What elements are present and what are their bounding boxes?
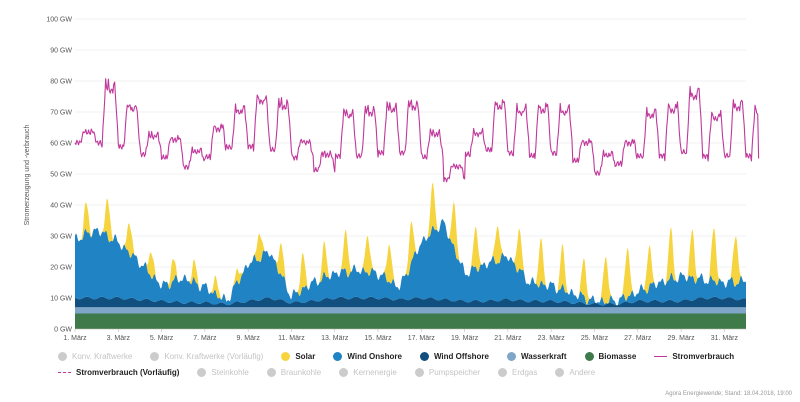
y-tick-label: 100 GW: [46, 17, 72, 24]
wind-onshore-area: [75, 219, 746, 306]
x-tick-label: 27. März: [624, 335, 652, 342]
legend-dot-icon: [266, 367, 276, 377]
legend-dot-icon: [333, 351, 343, 361]
legend-label: Erdgas: [512, 367, 538, 377]
y-tick-label: 0 GW: [54, 327, 72, 334]
legend-item[interactable]: Wind Onshore: [333, 351, 402, 361]
x-tick-label: 21. März: [494, 335, 522, 342]
legend-item[interactable]: Wasserkraft: [507, 351, 567, 361]
stromverbrauch-line: [74, 78, 760, 183]
x-tick-label: 25. März: [581, 335, 609, 342]
y-tick-label: 80 GW: [50, 79, 72, 86]
legend-item[interactable]: Pumpspeicher: [414, 367, 480, 377]
y-tick-label: 20 GW: [50, 265, 72, 272]
legend-label: Konv. Kraftwerke (Vorläufig): [164, 351, 264, 361]
x-tick-label: 11. März: [278, 335, 305, 342]
legend-label: Biomasse: [598, 351, 637, 361]
legend-label: Steinkohle: [211, 367, 249, 377]
legend-dot-icon: [498, 367, 507, 377]
legend-label: Stromverbrauch: [672, 351, 735, 361]
x-tick-label: 23. März: [538, 335, 566, 342]
legend-label: Solar: [295, 351, 316, 361]
x-tick-label: 31. März: [711, 335, 739, 342]
legend-row-2: Stromverbrauch (Vorläufig) Steinkohle Brau…: [58, 364, 778, 380]
y-tick-label: 30 GW: [50, 234, 72, 241]
legend-line-icon: [58, 371, 71, 373]
legend-item[interactable]: Braunkohle: [266, 367, 322, 377]
solar-area: [75, 182, 746, 306]
legend-dot-icon: [281, 351, 291, 361]
legend-dot-icon: [339, 367, 349, 377]
legend-line-icon: [654, 355, 668, 357]
legend-label: Wasserkraft: [521, 351, 567, 361]
legend-label: Kernenergie: [353, 367, 397, 377]
legend-label: Andere: [569, 367, 596, 377]
legend-item[interactable]: Kernenergie: [339, 367, 397, 377]
legend-label: Wind Onshore: [347, 351, 402, 361]
wind-offshore-area: [75, 296, 746, 308]
y-tick-label: 10 GW: [50, 296, 72, 303]
wasserkraft-area: [75, 307, 746, 314]
y-tick-label: 60 GW: [50, 141, 72, 148]
stacked-areas: [75, 182, 746, 329]
legend-item[interactable]: Wind Offshore: [419, 351, 489, 361]
legend-label: Stromverbrauch (Vorläufig): [76, 367, 180, 377]
y-tick-label: 40 GW: [50, 203, 72, 210]
chart-legend: Konv. Kraftwerke Konv. Kraftwerke (Vorläu…: [58, 348, 778, 380]
legend-dot-icon: [414, 367, 424, 377]
x-tick-label: 3. März: [107, 335, 131, 342]
legend-label: Konv. Kraftwerke: [72, 351, 133, 361]
x-tick-label: 19. März: [451, 335, 479, 342]
y-axis-ticks: 0 GW 10 GW 20 GW 30 GW 40 GW 50 GW 60 GW 70 GW 8…: [46, 17, 72, 334]
legend-item[interactable]: Konv. Kraftwerke: [58, 351, 133, 361]
x-tick-label: 7. März: [193, 335, 217, 342]
x-tick-label: 5. März: [150, 335, 174, 342]
x-tick-label: 15. März: [364, 335, 392, 342]
legend-item[interactable]: Biomasse: [584, 351, 637, 361]
y-tick-label: 70 GW: [50, 110, 72, 117]
legend-dot-icon: [58, 351, 67, 361]
x-tick-label: 17. März: [408, 335, 436, 342]
x-tick-label: 13. März: [321, 335, 349, 342]
consumption-line-layer: [74, 78, 760, 183]
legend-dot-icon: [419, 351, 429, 361]
legend-dot-icon: [555, 367, 565, 377]
legend-dot-icon: [197, 367, 207, 377]
legend-item[interactable]: Andere: [555, 367, 596, 377]
y-tick-label: 90 GW: [50, 48, 72, 55]
legend-item[interactable]: Stromverbrauch (Vorläufig): [58, 368, 179, 377]
legend-label: Braunkohle: [280, 367, 322, 377]
x-axis-ticks: 1. März 3. März 5. März 7. März 9. März 11. M…: [63, 328, 746, 342]
legend-item[interactable]: Stromverbrauch: [654, 352, 734, 361]
source-footer: Agora Energiewende; Stand: 18.04.2018, 1…: [665, 391, 792, 397]
x-tick-label: 9. März: [236, 335, 260, 342]
legend-dot-icon: [584, 351, 594, 361]
legend-item[interactable]: Erdgas: [498, 367, 538, 377]
x-tick-label: 29. März: [667, 335, 695, 342]
legend-item[interactable]: Konv. Kraftwerke (Vorläufig): [150, 351, 264, 361]
y-axis-title: Stromerzeugung und -verbrauch: [24, 125, 31, 226]
legend-label: Wind Offshore: [433, 351, 489, 361]
y-tick-label: 50 GW: [50, 172, 72, 179]
legend-dot-icon: [507, 351, 516, 361]
legend-item[interactable]: Steinkohle: [197, 367, 249, 377]
biomasse-area: [75, 313, 746, 329]
legend-item[interactable]: Solar: [281, 351, 316, 361]
legend-label: Pumpspeicher: [428, 367, 480, 377]
legend-row-1: Konv. Kraftwerke Konv. Kraftwerke (Vorläu…: [58, 348, 778, 364]
x-tick-label: 1. März: [63, 335, 87, 342]
legend-dot-icon: [150, 351, 160, 361]
